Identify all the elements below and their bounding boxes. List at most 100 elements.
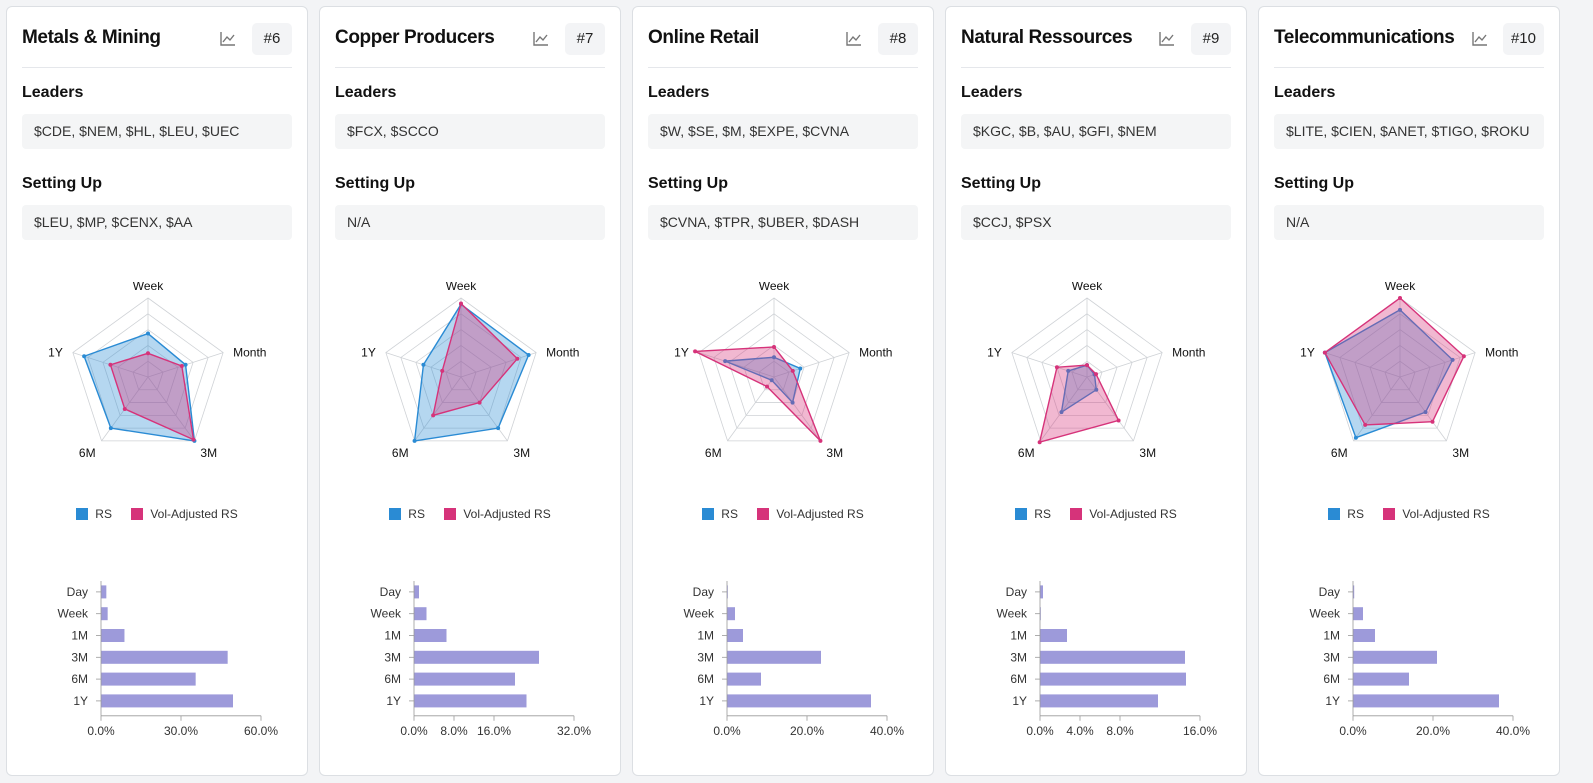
- radar-point[interactable]: [693, 349, 698, 354]
- bar[interactable]: [1353, 629, 1375, 642]
- bar[interactable]: [101, 650, 228, 664]
- bar[interactable]: [1040, 629, 1067, 642]
- radar-point[interactable]: [1066, 368, 1071, 373]
- bar[interactable]: [414, 607, 427, 621]
- radar-point[interactable]: [1037, 440, 1042, 445]
- bar[interactable]: [1353, 694, 1499, 708]
- legend-item-rs[interactable]: RS: [76, 507, 112, 521]
- legend-item-vol[interactable]: Vol-Adjusted RS: [1070, 507, 1177, 521]
- radar-point[interactable]: [459, 301, 463, 306]
- radar-point[interactable]: [798, 366, 803, 371]
- radar-series-vol[interactable]: [692, 346, 822, 442]
- radar-point[interactable]: [122, 406, 127, 411]
- legend-item-rs[interactable]: RS: [389, 507, 425, 521]
- bar[interactable]: [101, 694, 233, 708]
- radar-point[interactable]: [1450, 357, 1455, 362]
- radar-point[interactable]: [179, 364, 184, 369]
- legend-item-vol[interactable]: Vol-Adjusted RS: [1383, 507, 1490, 521]
- legend-item-rs[interactable]: RS: [702, 507, 738, 521]
- radar-point[interactable]: [515, 356, 520, 361]
- radar-point[interactable]: [526, 353, 531, 358]
- bar[interactable]: [1040, 694, 1158, 708]
- radar-series-vol[interactable]: [1038, 364, 1120, 444]
- chart-icon[interactable]: [842, 27, 866, 51]
- bar[interactable]: [727, 629, 743, 642]
- radar-point[interactable]: [790, 400, 795, 405]
- bar[interactable]: [1040, 585, 1043, 599]
- bar[interactable]: [414, 585, 419, 599]
- bar[interactable]: [414, 650, 539, 664]
- radar-point[interactable]: [1423, 410, 1428, 415]
- bar[interactable]: [1040, 607, 1041, 621]
- radar-point[interactable]: [1054, 365, 1059, 370]
- bar[interactable]: [414, 629, 447, 642]
- radar-point[interactable]: [772, 344, 776, 349]
- chart-icon[interactable]: [1468, 27, 1492, 51]
- bar[interactable]: [101, 607, 108, 621]
- bar[interactable]: [1040, 650, 1185, 664]
- radar-point[interactable]: [146, 351, 150, 356]
- radar-point[interactable]: [1059, 410, 1064, 415]
- radar-series-rs[interactable]: [413, 303, 530, 442]
- bar[interactable]: [727, 650, 821, 664]
- radar-series-vol[interactable]: [109, 352, 195, 441]
- radar-point[interactable]: [1398, 296, 1402, 300]
- radar-point[interactable]: [818, 438, 823, 443]
- card-title: Natural Ressources: [961, 27, 1133, 48]
- bar[interactable]: [101, 585, 107, 599]
- bar[interactable]: [727, 585, 728, 599]
- radar-point[interactable]: [1353, 435, 1358, 440]
- radar-point[interactable]: [412, 438, 417, 443]
- radar-point[interactable]: [772, 355, 776, 360]
- legend-item-rs[interactable]: RS: [1328, 507, 1364, 521]
- radar-point[interactable]: [108, 426, 113, 431]
- radar-series-vol[interactable]: [432, 302, 519, 417]
- radar-point[interactable]: [477, 400, 482, 405]
- radar-point[interactable]: [723, 359, 728, 364]
- radar-point[interactable]: [431, 413, 436, 418]
- radar-point[interactable]: [421, 362, 426, 367]
- bar[interactable]: [1353, 585, 1355, 599]
- radar-point[interactable]: [1363, 422, 1368, 427]
- radar-point[interactable]: [1461, 354, 1466, 359]
- bar[interactable]: [727, 694, 871, 708]
- radar-point[interactable]: [769, 378, 774, 383]
- radar-series-rs[interactable]: [1324, 308, 1454, 439]
- radar-series-rs[interactable]: [724, 356, 802, 405]
- chart-icon[interactable]: [1155, 27, 1179, 51]
- radar-point[interactable]: [191, 437, 196, 442]
- radar-point[interactable]: [1085, 363, 1089, 368]
- radar-point[interactable]: [496, 426, 501, 431]
- radar-point[interactable]: [765, 384, 770, 389]
- radar-point[interactable]: [790, 368, 795, 373]
- bar[interactable]: [727, 607, 735, 621]
- bar[interactable]: [1353, 672, 1409, 686]
- bar[interactable]: [1353, 607, 1363, 621]
- radar-point[interactable]: [1398, 307, 1402, 312]
- bar[interactable]: [414, 694, 527, 708]
- radar-point[interactable]: [108, 362, 113, 367]
- radar-point[interactable]: [1322, 350, 1327, 355]
- bar[interactable]: [1353, 650, 1437, 664]
- bar[interactable]: [727, 672, 761, 686]
- bar[interactable]: [1040, 672, 1186, 686]
- legend-item-vol[interactable]: Vol-Adjusted RS: [131, 507, 238, 521]
- legend-item-vol[interactable]: Vol-Adjusted RS: [757, 507, 864, 521]
- radar-point[interactable]: [1094, 387, 1099, 392]
- radar-point[interactable]: [183, 362, 188, 367]
- bar[interactable]: [414, 672, 515, 686]
- radar-point[interactable]: [82, 354, 87, 359]
- legend-item-vol[interactable]: Vol-Adjusted RS: [444, 507, 551, 521]
- radar-point[interactable]: [1116, 418, 1121, 423]
- radar-series-vol[interactable]: [1323, 297, 1465, 426]
- radar-point[interactable]: [1430, 419, 1435, 424]
- radar-point[interactable]: [440, 368, 445, 373]
- radar-point[interactable]: [1094, 372, 1099, 377]
- bar[interactable]: [101, 672, 196, 686]
- chart-icon[interactable]: [216, 27, 240, 51]
- bar[interactable]: [101, 629, 125, 642]
- radar-point[interactable]: [146, 331, 150, 336]
- radar-series-rs[interactable]: [1060, 364, 1098, 414]
- chart-icon[interactable]: [529, 27, 553, 51]
- legend-item-rs[interactable]: RS: [1015, 507, 1051, 521]
